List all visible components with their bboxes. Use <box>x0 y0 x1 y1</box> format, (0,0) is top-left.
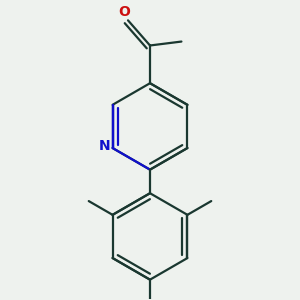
Text: N: N <box>99 140 110 154</box>
Text: O: O <box>118 5 130 20</box>
